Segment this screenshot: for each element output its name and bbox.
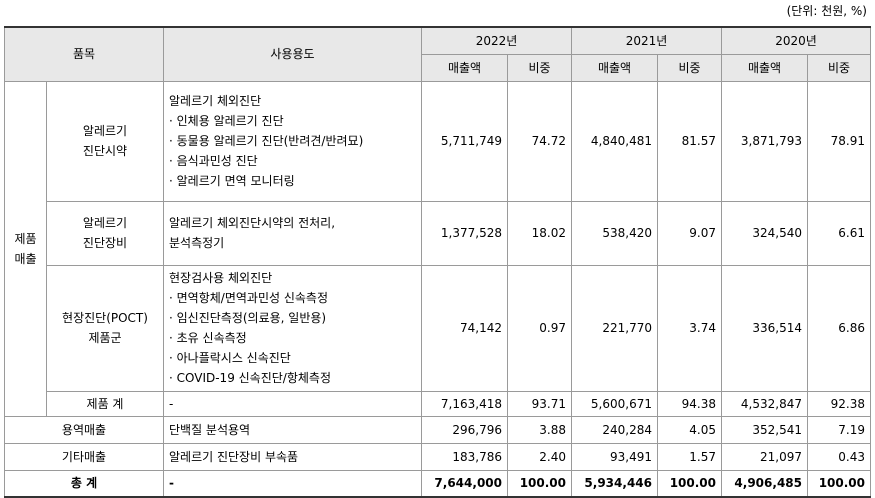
value-cell: 7.19 xyxy=(807,415,871,444)
value-cell: 3.88 xyxy=(507,415,572,444)
value-cell: 18.02 xyxy=(507,200,572,266)
value-cell: 7,163,418 xyxy=(421,390,508,417)
header-ratio: 비중 xyxy=(507,53,572,82)
usage-cell: - xyxy=(163,469,422,498)
usage-line: · 아나플락시스 신속진단 xyxy=(169,351,291,365)
header-sales: 매출액 xyxy=(571,53,658,82)
usage-line: - xyxy=(169,396,174,411)
value-cell: 3,871,793 xyxy=(721,80,808,202)
header-sales: 매출액 xyxy=(721,53,808,82)
value-cell: 324,540 xyxy=(721,200,808,266)
usage-cell: 알레르기 진단장비 부속품 xyxy=(163,442,422,471)
usage-line: 알레르기 체외진단시약의 전처리, xyxy=(169,216,336,230)
value-cell: 4.05 xyxy=(657,415,722,444)
header-year-2020: 2020년 xyxy=(721,26,871,55)
usage-line: · 음식과민성 진단 xyxy=(169,154,258,168)
value-cell: 538,420 xyxy=(571,200,658,266)
value-cell: 4,840,481 xyxy=(571,80,658,202)
value-cell: 3.74 xyxy=(657,264,722,392)
header-year-2021: 2021년 xyxy=(571,26,722,55)
value-cell: 6.86 xyxy=(807,264,871,392)
header-item: 품목 xyxy=(4,26,164,82)
header-ratio: 비중 xyxy=(807,53,871,82)
value-cell: 221,770 xyxy=(571,264,658,392)
header-usage: 사용용도 xyxy=(163,26,422,82)
value-cell: 81.57 xyxy=(657,80,722,202)
value-cell: 4,906,485 xyxy=(721,469,808,498)
usage-line: 현장검사용 체외진단 xyxy=(169,271,273,285)
usage-line: · COVID-19 신속진단/항체측정 xyxy=(169,371,332,385)
value-cell: 7,644,000 xyxy=(421,469,508,498)
total-row: 총 계 -7,644,000 100.00 5,934,446 100.00 4,906,… xyxy=(4,469,871,498)
row-name: 용역매출 xyxy=(4,415,164,444)
value-cell: 0.43 xyxy=(807,442,871,471)
value-cell: 74,142 xyxy=(421,264,508,392)
usage-line: 알레르기 체외진단 xyxy=(169,94,262,108)
usage-line: · 인체용 알레르기 진단 xyxy=(169,114,284,128)
value-cell: 5,934,446 xyxy=(571,469,658,498)
table-row: 현장진단(POCT) 제품군 현장검사용 체외진단 · 면역항체/면역과민성 신속측정… xyxy=(5,264,871,392)
value-cell: 78.91 xyxy=(807,80,871,202)
table-row: 제품 매출 알레르기 진단시약 알레르기 체외진단 · 인체용 알레르기 진단 · 동물용 … xyxy=(4,80,871,417)
row-name: 기타매출 xyxy=(4,442,164,471)
usage-cell: - xyxy=(163,390,422,417)
unit-note: (단위: 천원, %) xyxy=(786,4,867,18)
table-row: 제품 계 - 7,163,418 93.71 5,600,671 94.38 4,532,8… xyxy=(5,390,871,417)
table-row: 알레르기 진단장비 알레르기 체외진단시약의 전처리, 분석측정기 1,377,528 1… xyxy=(5,200,871,266)
usage-line: · 알레르기 면역 모니터링 xyxy=(169,174,295,188)
value-cell: 100.00 xyxy=(807,469,871,498)
header-year-2022: 2022년 xyxy=(421,26,572,55)
value-cell: 352,541 xyxy=(721,415,808,444)
group-label: 제품 매출 xyxy=(4,80,47,417)
table-row: 용역매출 단백질 분석용역 296,796 3.88 240,284 4.05 352,54… xyxy=(4,415,871,444)
value-cell: 2.40 xyxy=(507,442,572,471)
product-name: 제품 계 xyxy=(46,390,164,417)
row-name: 총 계 xyxy=(4,469,164,498)
usage-line: · 초유 신속측정 xyxy=(169,331,247,345)
usage-cell: 현장검사용 체외진단 · 면역항체/면역과민성 신속측정 · 임신진단측정(의료용,… xyxy=(163,264,422,392)
product-name: 현장진단(POCT) 제품군 xyxy=(46,264,164,392)
value-cell: 21,097 xyxy=(721,442,808,471)
value-cell: 92.38 xyxy=(807,390,871,417)
value-cell: 336,514 xyxy=(721,264,808,392)
usage-line: 분석측정기 xyxy=(169,236,225,250)
value-cell: 100.00 xyxy=(657,469,722,498)
value-cell: 94.38 xyxy=(657,390,722,417)
value-cell: 93.71 xyxy=(507,390,572,417)
value-cell: 1.57 xyxy=(657,442,722,471)
table-row: 기타매출 알레르기 진단장비 부속품 183,786 2.40 93,491 1.57 21… xyxy=(4,442,871,471)
usage-line: · 임신진단측정(의료용, 일반용) xyxy=(169,311,327,325)
value-cell: 74.72 xyxy=(507,80,572,202)
value-cell: 9.07 xyxy=(657,200,722,266)
value-cell: 6.61 xyxy=(807,200,871,266)
value-cell: 240,284 xyxy=(571,415,658,444)
product-name: 알레르기 진단시약 xyxy=(46,80,164,202)
value-cell: 4,532,847 xyxy=(721,390,808,417)
usage-line: · 동물용 알레르기 진단(반려견/반려묘) xyxy=(169,134,364,148)
value-cell: 5,600,671 xyxy=(571,390,658,417)
header-ratio: 비중 xyxy=(657,53,722,82)
value-cell: 100.00 xyxy=(507,469,572,498)
header-sales: 매출액 xyxy=(421,53,508,82)
value-cell: 1,377,528 xyxy=(421,200,508,266)
sales-table: 품목 사용용도 2022년 2021년 2020년 매출액 비중 매출액 비중 … xyxy=(4,26,871,498)
usage-cell: 단백질 분석용역 xyxy=(163,415,422,444)
product-name: 알레르기 진단장비 xyxy=(46,200,164,266)
usage-line: · 면역항체/면역과민성 신속측정 xyxy=(169,291,329,305)
value-cell: 183,786 xyxy=(421,442,508,471)
value-cell: 296,796 xyxy=(421,415,508,444)
value-cell: 0.97 xyxy=(507,264,572,392)
value-cell: 5,711,749 xyxy=(421,80,508,202)
usage-cell: 알레르기 체외진단시약의 전처리, 분석측정기 xyxy=(163,200,422,266)
value-cell: 93,491 xyxy=(571,442,658,471)
usage-cell: 알레르기 체외진단 · 인체용 알레르기 진단 · 동물용 알레르기 진단(반려견/… xyxy=(163,80,422,202)
